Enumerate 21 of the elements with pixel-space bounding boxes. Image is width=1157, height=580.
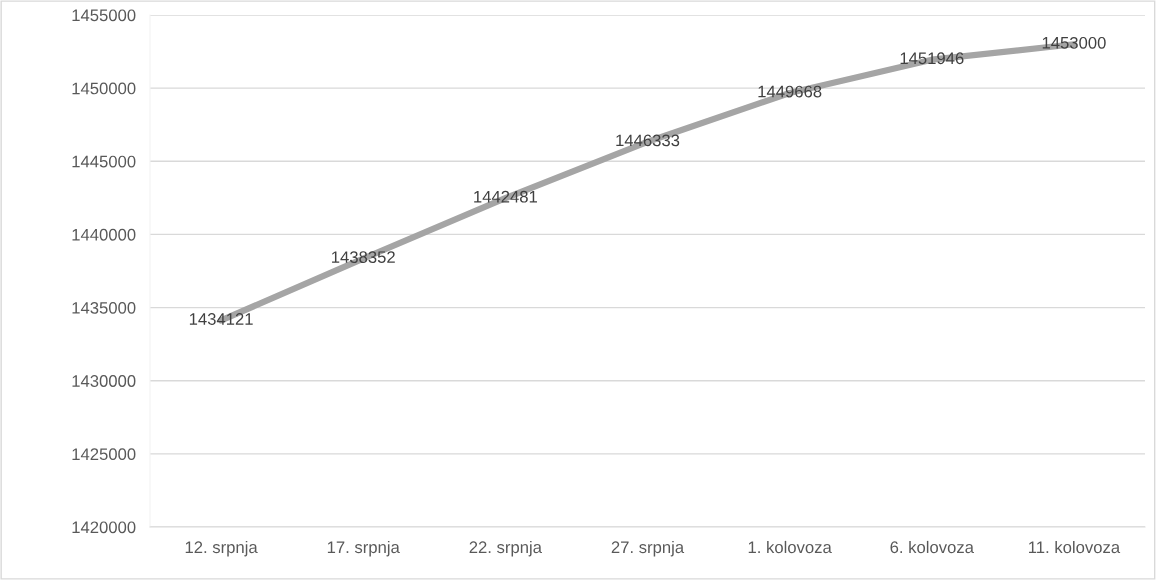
y-tick-label: 1430000 [72, 375, 136, 387]
data-label: 1446333 [616, 134, 680, 147]
x-tick-label: 22. srpnja [469, 540, 542, 557]
y-tick-label: 1425000 [72, 448, 136, 461]
data-label: 1434121 [189, 313, 253, 325]
x-tick-label: 11. kolovoza [1029, 540, 1121, 554]
x-tick-label: 17. srpnja [327, 540, 400, 557]
y-tick-label: 1450000 [72, 82, 136, 95]
data-label: 1453000 [1042, 36, 1106, 49]
x-tick-label: 12. srpnja [185, 540, 258, 557]
x-tick-label: 1. kolovoza [748, 540, 832, 554]
y-tick-label: 1440000 [72, 228, 136, 241]
y-tick-label: 1420000 [72, 521, 136, 534]
y-tick-label: 1455000 [72, 9, 136, 22]
y-tick-label: 1445000 [72, 155, 136, 168]
data-label: 1442481 [474, 190, 537, 203]
data-label: 1438352 [332, 251, 395, 264]
x-tick-label: 27. srpnja [611, 540, 685, 557]
data-label: 1449668 [758, 85, 822, 98]
y-tick-label: 1435000 [72, 301, 136, 314]
x-tick-label: 6. kolovoza [890, 540, 974, 554]
